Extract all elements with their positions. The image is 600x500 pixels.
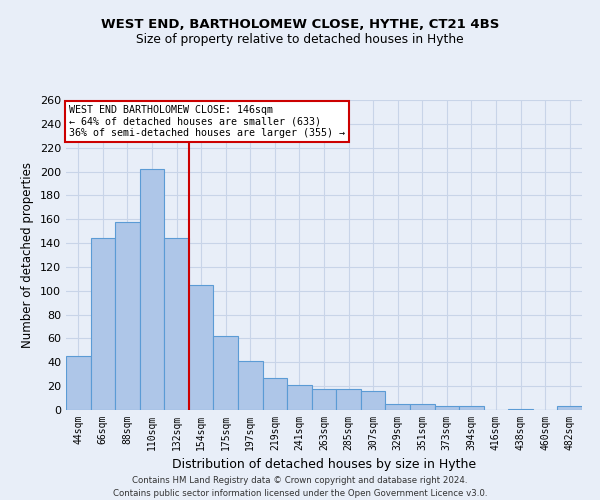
Text: Contains HM Land Registry data © Crown copyright and database right 2024.
Contai: Contains HM Land Registry data © Crown c…	[113, 476, 487, 498]
X-axis label: Distribution of detached houses by size in Hythe: Distribution of detached houses by size …	[172, 458, 476, 471]
Text: Size of property relative to detached houses in Hythe: Size of property relative to detached ho…	[136, 32, 464, 46]
Bar	[164, 238, 189, 410]
Bar	[434, 406, 459, 410]
Bar	[385, 404, 410, 410]
Bar	[214, 336, 238, 410]
Bar	[508, 409, 533, 410]
Bar	[336, 388, 361, 410]
Bar	[263, 378, 287, 410]
Text: WEST END, BARTHOLOMEW CLOSE, HYTHE, CT21 4BS: WEST END, BARTHOLOMEW CLOSE, HYTHE, CT21…	[101, 18, 499, 30]
Bar	[140, 169, 164, 410]
Bar	[361, 391, 385, 410]
Text: WEST END BARTHOLOMEW CLOSE: 146sqm
← 64% of detached houses are smaller (633)
36: WEST END BARTHOLOMEW CLOSE: 146sqm ← 64%…	[68, 104, 344, 138]
Bar	[459, 406, 484, 410]
Bar	[287, 385, 312, 410]
Bar	[312, 388, 336, 410]
Y-axis label: Number of detached properties: Number of detached properties	[22, 162, 34, 348]
Bar	[91, 238, 115, 410]
Bar	[115, 222, 140, 410]
Bar	[557, 406, 582, 410]
Bar	[66, 356, 91, 410]
Bar	[189, 285, 214, 410]
Bar	[410, 404, 434, 410]
Bar	[238, 361, 263, 410]
